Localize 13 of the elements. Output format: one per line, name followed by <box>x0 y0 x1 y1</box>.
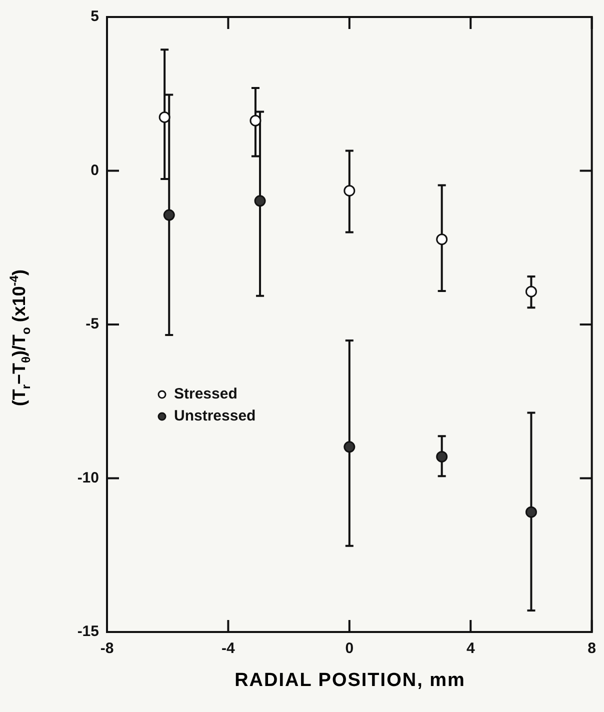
y-tick-label: -10 <box>77 469 99 486</box>
legend-label: Stressed <box>174 386 238 403</box>
x-axis-title: RADIAL POSITION, mm <box>234 670 466 692</box>
x-tick-label: 4 <box>466 640 476 658</box>
legend-label: Unstressed <box>174 408 256 425</box>
y-tick-label: -5 <box>86 316 99 333</box>
x-tick-label: 0 <box>345 640 354 658</box>
y-tick-label: 5 <box>90 8 99 26</box>
x-tick-label: -4 <box>222 640 236 658</box>
y-tick-label: 0 <box>90 162 99 179</box>
y-tick-label: -15 <box>77 623 99 640</box>
x-tick-label: 8 <box>588 640 596 658</box>
x-tick-label: -8 <box>100 640 114 658</box>
